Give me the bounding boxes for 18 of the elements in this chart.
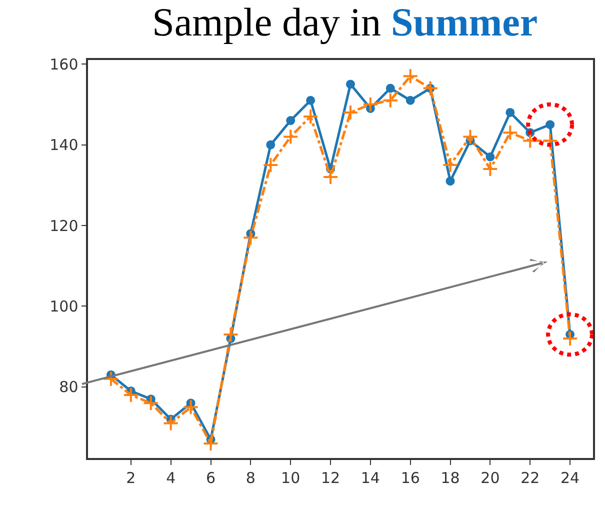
x-tick-label: 4 (166, 468, 176, 487)
y-tick-label: 80 (59, 378, 78, 396)
x-tick-label: 22 (520, 468, 540, 487)
x-tick-label: 18 (440, 468, 460, 487)
x-tick-label: 8 (246, 468, 256, 487)
x-tick-label: 6 (206, 468, 216, 487)
y-tick-label: 120 (50, 216, 78, 235)
y-tick-label: 160 (50, 55, 78, 74)
y-tick-label: 100 (50, 297, 78, 316)
x-tick-label: 14 (360, 468, 380, 487)
x-tick-label: 16 (400, 468, 420, 487)
x-tick-label: 20 (480, 468, 500, 487)
y-tick-label: 140 (50, 136, 78, 154)
x-tick-label: 10 (281, 468, 300, 487)
chart-title: Sample day in Summer (152, 0, 538, 45)
x-tick-label: 12 (320, 468, 340, 487)
x-tick-label: 24 (560, 468, 580, 487)
x-tick-label: 2 (126, 468, 136, 487)
